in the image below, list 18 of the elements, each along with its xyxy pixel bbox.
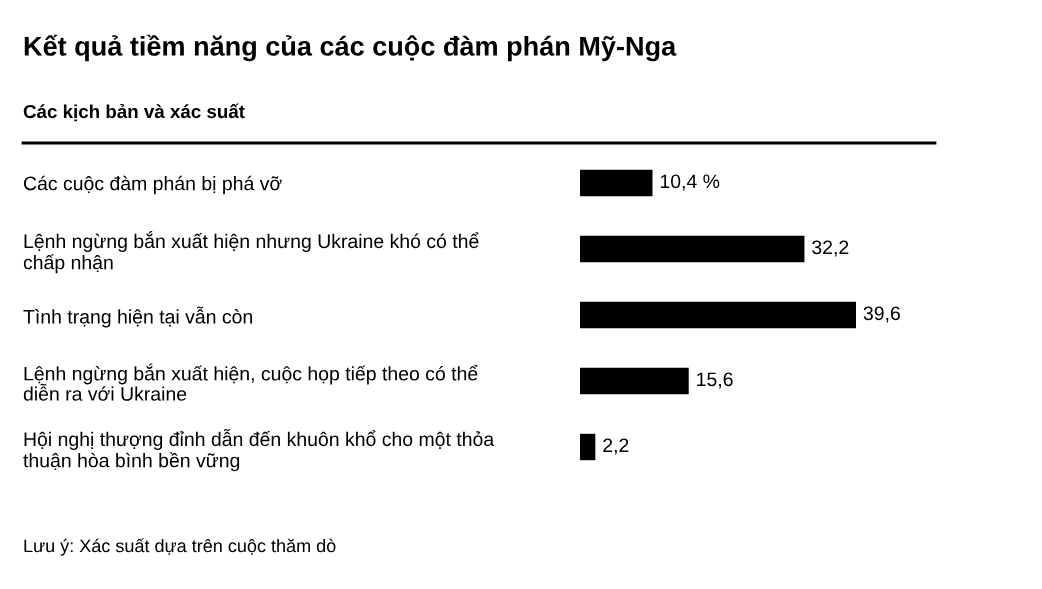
data-label: 10,4 % (660, 174, 720, 191)
y-tick-label: Lệnh ngừng bắn xuất hiện, cuộc họp tiếp theo có thể diễn ra với Ukraine (23, 363, 478, 401)
text: Các kịch bản và xác suất (23, 103, 245, 122)
y-tick-label: Tình trạng hiện tại vẫn còn (23, 306, 252, 328)
bar (580, 433, 596, 461)
bar (580, 301, 856, 329)
data-label: 2,2 (603, 438, 629, 455)
data-label: 32,2 (812, 240, 849, 257)
y-tick-label: Hội nghị thượng đỉnh dẫn đến khuôn khổ cho một thỏa thuận hòa bình bền vững (23, 429, 495, 472)
text: Lưu ý: Xác suất dựa trên cuộc thăm dò (24, 538, 336, 556)
bar (580, 235, 805, 263)
y-tick-label: Lệnh ngừng bắn xuất hiện nhưng Ukraine khó có thể chấp nhận (23, 231, 479, 274)
bar (580, 169, 653, 197)
y-tick-label: Các cuộc đàm phán bị phá vỡ (23, 175, 282, 195)
data-label: 39,6 (863, 306, 900, 323)
data-label: 15,6 (697, 372, 733, 389)
text: Kết quả tiềm năng của các cuộc đàm phán Mỹ-Nga (24, 34, 677, 62)
bar (580, 367, 689, 395)
